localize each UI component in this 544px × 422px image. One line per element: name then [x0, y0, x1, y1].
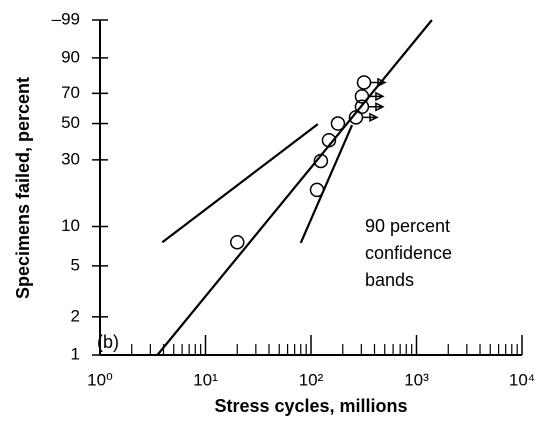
annotation: bands: [365, 270, 414, 290]
fit-line: [156, 19, 433, 356]
runout-arrow: [368, 102, 385, 112]
x-axis-title: Stress cycles, millions: [214, 396, 407, 416]
y-tick-label: 30: [61, 149, 80, 168]
y-tick-label: 10: [61, 216, 80, 235]
x-tick-label: 10⁰: [87, 370, 113, 389]
fit-line: [299, 124, 354, 244]
y-tick-label: 2: [71, 306, 80, 325]
panel-label: (b): [97, 332, 119, 352]
fit-line: [161, 123, 319, 244]
data-point: [354, 99, 370, 115]
runout-arrow: [368, 91, 385, 102]
y-tick-label: 5: [71, 255, 80, 274]
y-axis-title: Specimens failed, percent: [13, 77, 33, 299]
y-tick-label: 70: [61, 83, 80, 102]
x-tick-label: 10²: [299, 370, 324, 389]
x-tick-label: 10³: [404, 370, 429, 389]
x-tick-label: 10¹: [193, 370, 218, 389]
runout-arrow: [362, 112, 379, 123]
y-tick-label: 1: [71, 344, 80, 363]
annotation: 90 percent: [365, 216, 450, 236]
y-tick-label: 50: [61, 113, 80, 132]
y-tick-label: –99: [52, 9, 80, 28]
data-point: [330, 116, 346, 131]
annotation: confidence: [365, 243, 452, 263]
y-tick-label: 90: [61, 47, 80, 66]
data-point: [230, 234, 245, 250]
x-tick-label: 10⁴: [509, 370, 535, 389]
data-point: [356, 75, 372, 90]
